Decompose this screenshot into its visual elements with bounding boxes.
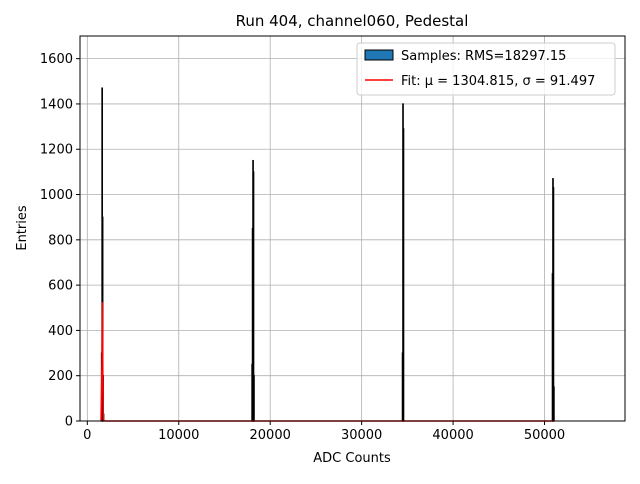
x-tick-label: 20000 <box>250 428 291 443</box>
y-tick-label: 1600 <box>40 52 73 67</box>
y-tick-label: 1000 <box>40 188 73 203</box>
x-axis-label: ADC Counts <box>313 451 391 466</box>
x-tick-label: 40000 <box>432 428 473 443</box>
y-tick-label: 1400 <box>40 97 73 112</box>
y-tick-label: 800 <box>48 233 73 248</box>
y-tick-label: 1200 <box>40 143 73 158</box>
y-axis-label: Entries <box>15 205 30 251</box>
legend-label: Samples: RMS=18297.15 <box>401 49 566 64</box>
x-tick-label: 0 <box>83 428 91 443</box>
x-tick-label: 10000 <box>158 428 199 443</box>
y-tick-label: 200 <box>48 369 73 384</box>
x-tick-label: 30000 <box>341 428 382 443</box>
legend-label: Fit: μ = 1304.815, σ = 91.497 <box>401 74 595 89</box>
y-tick-label: 0 <box>65 415 73 430</box>
x-tick-label: 50000 <box>524 428 565 443</box>
y-tick-label: 400 <box>48 324 73 339</box>
chart-title: Run 404, channel060, Pedestal <box>236 12 469 30</box>
y-tick-label: 600 <box>48 279 73 294</box>
legend-swatch <box>365 50 393 60</box>
